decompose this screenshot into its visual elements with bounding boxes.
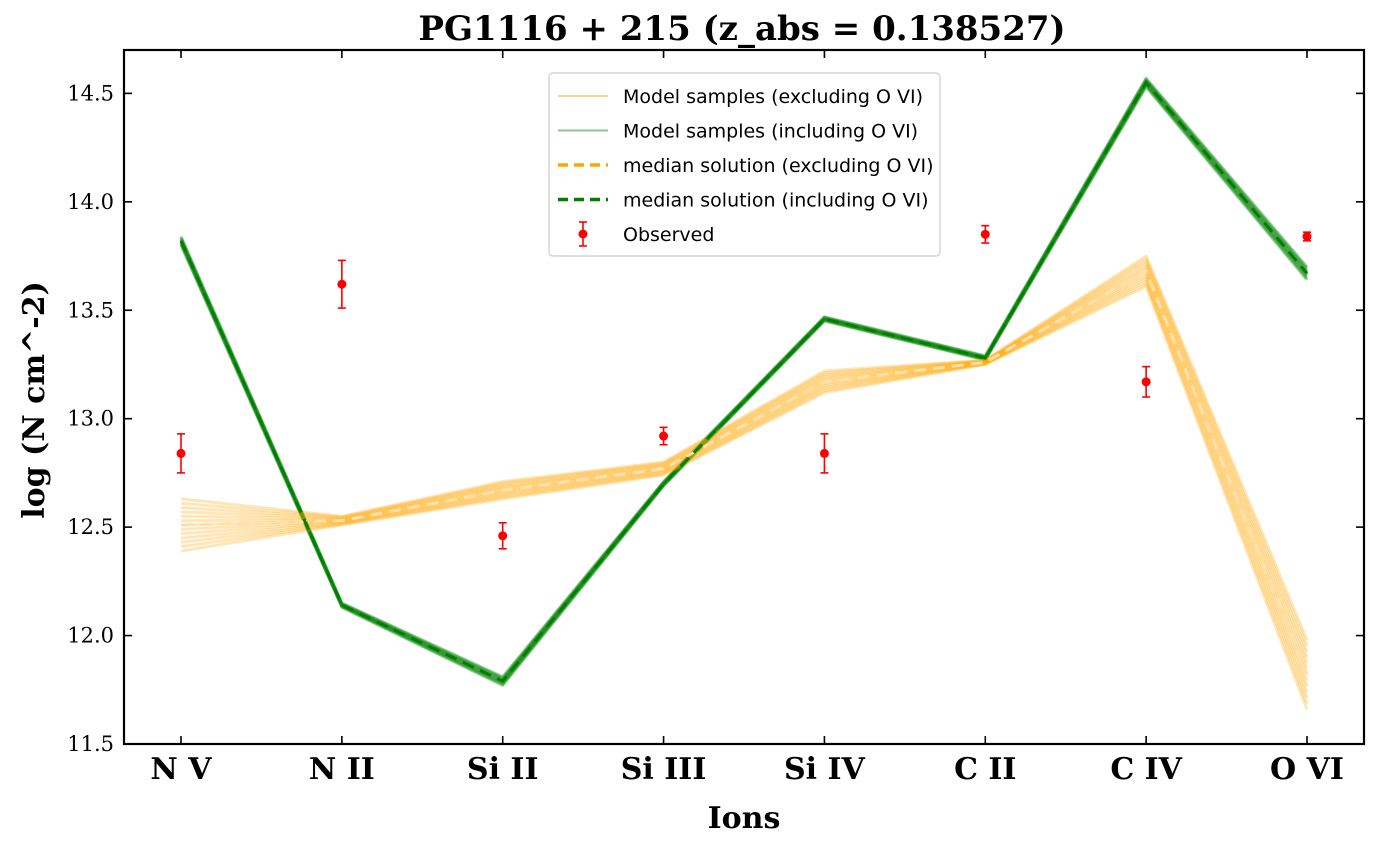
model-sample-line-excluding-ovi [180,259,1309,653]
legend-box [548,72,941,257]
model-sample-line-excluding-ovi [180,264,1309,664]
model-sample-line-excluding-ovi [180,272,1309,681]
observed-point [980,224,990,244]
legend-label: median solution (including O VI) [623,190,929,212]
legend-label: Model samples (including O VI) [623,121,918,143]
model-sample-line-excluding-ovi [180,282,1309,705]
x-tick-label: Si II [467,752,539,787]
x-tick-label: O VI [1270,752,1344,787]
observed-marker [337,279,347,289]
model-sample-line-excluding-ovi [180,254,1309,641]
median-lines [179,79,1309,683]
x-axis-label: Ions [708,801,781,836]
observed-marker [498,531,508,541]
x-tick-label: C IV [1110,752,1182,787]
model-sample-line-excluding-ovi [180,279,1309,699]
x-tick-label: N II [309,752,375,787]
legend: Model samples (excluding O VI) Model samp… [548,72,941,257]
legend-entry: Observed [578,221,714,247]
x-axis-ticks: N V N II Si II Si III Si IV C II C IV O VI [150,50,1344,787]
model-sample-line-including-ovi [179,84,1309,686]
observed-points [176,224,1312,550]
observed-point [337,259,347,309]
y-tick-label: 11.5 [67,732,114,756]
x-tick-label: Si III [621,752,707,787]
legend-entry: median solution (excluding O VI) [558,155,933,177]
model-sample-line-excluding-ovi [180,257,1309,647]
legend-label: Model samples (excluding O VI) [623,86,923,108]
x-tick-label: Si IV [784,752,866,787]
observed-marker [1141,377,1151,387]
model-sample-line-including-ovi [179,76,1309,679]
y-tick-label: 14.5 [67,81,114,105]
model-sample-line-excluding-ovi [180,284,1309,710]
legend-swatch-marker [578,229,588,239]
y-tick-label: 12.5 [67,515,114,539]
legend-label: Observed [623,224,714,246]
y-tick-label: 13.0 [67,407,114,431]
model-sample-line-excluding-ovi [180,277,1309,693]
x-tick-label: C II [954,752,1016,787]
model-sample-line-excluding-ovi [180,269,1309,676]
observed-marker [1302,232,1312,242]
model-sample-line-excluding-ovi [180,262,1309,658]
observed-point [176,433,186,474]
y-tick-label: 14.0 [67,190,114,214]
chart-title: PG1116 + 215 (z_abs = 0.138527) [418,9,1065,49]
observed-point [659,426,669,446]
y-tick-label: 13.5 [67,298,114,322]
legend-label: median solution (excluding O VI) [623,155,933,177]
observed-point [819,433,829,474]
observed-marker [819,448,829,458]
y-axis-ticks: 11.5 12.0 12.5 13.0 13.5 14.0 14.5 [67,81,1364,756]
model-sample-line-including-ovi [179,85,1309,687]
observed-marker [659,431,669,441]
observed-point [498,521,508,550]
x-tick-label: N V [150,752,212,787]
legend-entry: median solution (including O VI) [558,190,929,212]
observed-point [1141,365,1151,398]
median-line-excluding-ovi [180,269,1309,676]
legend-entry: Model samples (including O VI) [558,121,918,143]
model-sample-line-excluding-ovi [180,274,1309,687]
legend-entry: Model samples (excluding O VI) [558,86,923,108]
plot-frame [122,48,1366,746]
observed-marker [980,229,990,239]
y-axis-label: log (N cm^-2) [17,281,52,519]
median-line-including-ovi [179,79,1309,683]
y-tick-label: 12.0 [67,624,114,648]
observed-marker [176,448,186,458]
model-sample-line-including-ovi [179,77,1309,680]
observed-point [1302,231,1312,242]
